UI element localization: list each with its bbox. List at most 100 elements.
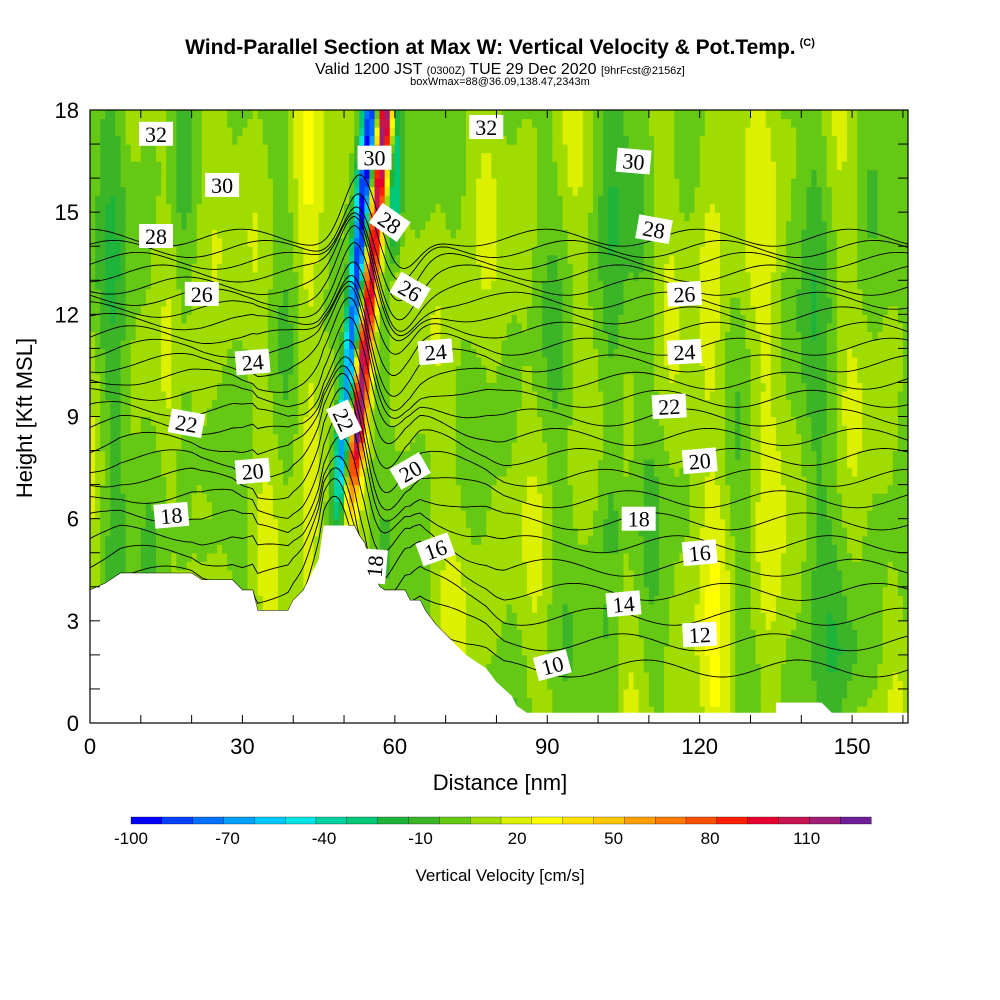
velocity-cell bbox=[161, 314, 167, 324]
velocity-cell bbox=[161, 152, 167, 162]
velocity-cell bbox=[272, 144, 279, 154]
velocity-cell bbox=[222, 493, 228, 503]
velocity-cell bbox=[420, 476, 426, 486]
velocity-cell bbox=[298, 305, 304, 315]
velocity-cell bbox=[232, 569, 238, 579]
velocity-cell bbox=[186, 305, 193, 315]
velocity-cell bbox=[140, 195, 147, 205]
velocity-cell bbox=[359, 433, 365, 443]
velocity-cell bbox=[90, 322, 96, 332]
velocity-cell bbox=[247, 186, 254, 196]
velocity-cell bbox=[430, 178, 437, 188]
velocity-cell bbox=[389, 442, 396, 452]
velocity-cell bbox=[227, 425, 233, 435]
velocity-cell bbox=[369, 288, 376, 298]
velocity-cell bbox=[283, 442, 289, 452]
velocity-cell bbox=[201, 493, 208, 503]
velocity-cell bbox=[415, 442, 421, 452]
velocity-cell bbox=[130, 518, 137, 528]
velocity-cell bbox=[110, 552, 116, 562]
velocity-cell bbox=[338, 237, 345, 247]
velocity-cell bbox=[430, 246, 437, 256]
velocity-cell bbox=[288, 331, 294, 341]
velocity-cell bbox=[435, 212, 442, 222]
velocity-cell bbox=[262, 442, 269, 452]
velocity-cell bbox=[394, 297, 401, 307]
velocity-cell bbox=[176, 561, 183, 571]
velocity-cell bbox=[150, 203, 157, 213]
velocity-cell bbox=[272, 161, 279, 171]
velocity-cell bbox=[303, 476, 310, 486]
velocity-cell bbox=[130, 314, 137, 324]
velocity-cell bbox=[196, 305, 203, 315]
velocity-cell bbox=[161, 178, 167, 188]
velocity-cell bbox=[181, 442, 188, 452]
velocity-cell bbox=[298, 552, 304, 562]
velocity-cell bbox=[120, 476, 127, 486]
velocity-cell bbox=[283, 169, 289, 179]
velocity-cell bbox=[303, 433, 310, 443]
velocity-cell bbox=[272, 595, 279, 605]
velocity-cell bbox=[90, 314, 96, 324]
velocity-cell bbox=[161, 288, 167, 298]
velocity-cell bbox=[313, 518, 320, 528]
velocity-cell bbox=[161, 331, 167, 341]
velocity-cell bbox=[344, 195, 350, 205]
velocity-cell bbox=[90, 510, 96, 520]
velocity-cell bbox=[364, 518, 371, 528]
velocity-cell bbox=[186, 195, 193, 205]
velocity-cell bbox=[232, 305, 238, 315]
velocity-cell bbox=[349, 297, 355, 307]
velocity-cell bbox=[415, 135, 421, 145]
velocity-cell bbox=[308, 450, 315, 460]
velocity-cell bbox=[206, 305, 213, 315]
velocity-cell bbox=[150, 476, 157, 486]
velocity-cell bbox=[176, 552, 183, 562]
velocity-cell bbox=[130, 178, 137, 188]
velocity-cell bbox=[369, 127, 376, 137]
velocity-cell bbox=[242, 535, 249, 545]
velocity-cell bbox=[176, 339, 183, 349]
velocity-cell bbox=[389, 501, 396, 511]
velocity-cell bbox=[288, 314, 294, 324]
velocity-cell bbox=[344, 365, 350, 375]
velocity-cell bbox=[415, 161, 421, 171]
velocity-cell bbox=[181, 390, 188, 401]
velocity-cell bbox=[206, 212, 213, 222]
velocity-cell bbox=[181, 493, 188, 503]
velocity-cell bbox=[120, 484, 127, 494]
velocity-cell bbox=[410, 127, 416, 137]
velocity-cell bbox=[196, 476, 203, 486]
velocity-cell bbox=[277, 322, 284, 332]
velocity-cell bbox=[130, 501, 137, 511]
velocity-cell bbox=[110, 322, 116, 332]
velocity-cell bbox=[186, 246, 193, 256]
velocity-cell bbox=[399, 569, 406, 579]
velocity-cell bbox=[166, 407, 172, 418]
velocity-cell bbox=[181, 476, 188, 486]
velocity-cell bbox=[333, 493, 340, 503]
velocity-cell bbox=[379, 169, 386, 179]
velocity-cell bbox=[313, 416, 320, 426]
velocity-cell bbox=[130, 169, 137, 179]
velocity-cell bbox=[425, 263, 432, 273]
velocity-cell bbox=[232, 407, 238, 418]
velocity-cell bbox=[140, 178, 147, 188]
velocity-cell bbox=[191, 229, 198, 239]
velocity-cell bbox=[227, 271, 233, 281]
velocity-cell bbox=[354, 186, 360, 196]
velocity-cell bbox=[262, 535, 269, 545]
velocity-cell bbox=[206, 161, 213, 171]
velocity-cell bbox=[206, 263, 213, 273]
velocity-cell bbox=[288, 246, 294, 256]
velocity-cell bbox=[110, 407, 116, 418]
velocity-cell bbox=[176, 169, 183, 179]
velocity-cell bbox=[435, 595, 442, 605]
velocity-cell bbox=[430, 305, 437, 315]
velocity-cell bbox=[232, 195, 238, 205]
velocity-cell bbox=[145, 407, 152, 418]
velocity-cell bbox=[237, 552, 244, 562]
velocity-cell bbox=[135, 339, 142, 349]
velocity-cell bbox=[420, 433, 426, 443]
velocity-cell bbox=[283, 314, 289, 324]
